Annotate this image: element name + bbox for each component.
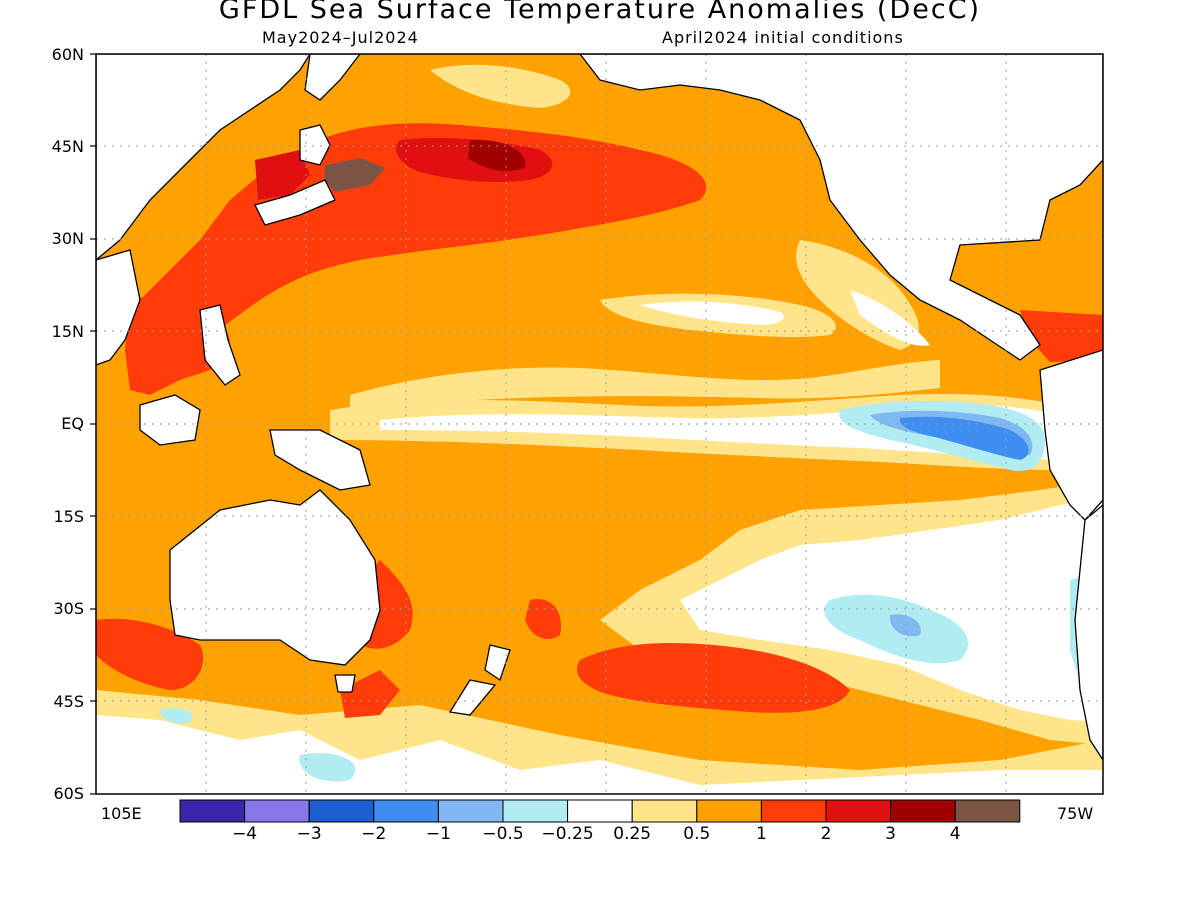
colorbar-tick-label: 0.25 xyxy=(613,824,652,844)
colorbar-tick-label: 3 xyxy=(885,824,897,844)
anomaly-japan-max xyxy=(325,158,385,192)
colorbar-swatch xyxy=(696,799,762,823)
lat-label-15n: 15N xyxy=(51,322,84,341)
colorbar-tick-label: −0.25 xyxy=(541,824,594,844)
colorbar-tick-label: 4 xyxy=(949,824,961,844)
anomaly-south-indian-warm xyxy=(96,618,204,690)
land-nz-north xyxy=(484,644,511,682)
land-kamchatka xyxy=(304,54,361,101)
map-grid xyxy=(96,54,1103,794)
anomaly-equator-cool-core xyxy=(899,416,1029,460)
anomaly-caribbean xyxy=(1020,310,1103,362)
colorbar-swatch xyxy=(890,799,956,823)
anomaly-bering-weak xyxy=(430,64,571,108)
initial-conditions: April2024 initial conditions xyxy=(662,28,904,47)
colorbar-swatch xyxy=(179,799,246,823)
colorbar-swatch xyxy=(631,799,698,823)
land-south-america-north xyxy=(1039,349,1103,521)
lat-label-45s: 45S xyxy=(53,692,84,711)
land-new-guinea xyxy=(269,429,371,491)
colorbar-swatch xyxy=(373,799,439,823)
anomaly-field xyxy=(96,54,1103,794)
colorbar-tick-label: 1 xyxy=(755,824,767,844)
colorbar-swatch xyxy=(954,799,1021,823)
forecast-period: May2024–Jul2024 xyxy=(262,28,419,47)
land-australia xyxy=(169,489,381,666)
map-title: GFDL Sea Surface Temperature Anomalies (… xyxy=(218,0,982,25)
lat-label-30s: 30S xyxy=(53,599,84,618)
lat-label-eq: EQ xyxy=(61,414,84,433)
anomaly-japan-sea xyxy=(255,150,310,200)
anomaly-hawaii-neutral xyxy=(640,301,784,325)
colorbar-swatch xyxy=(760,799,827,823)
axis-ticks xyxy=(90,53,96,795)
land-south-america-west xyxy=(1074,504,1103,762)
colorbar-tick-label: 2 xyxy=(820,824,832,844)
land-tasmania xyxy=(334,674,356,693)
colorbar-swatch xyxy=(244,799,310,823)
anomaly-ne-neutral xyxy=(850,290,930,346)
lat-label-45n: 45N xyxy=(51,137,84,156)
anomaly-south-australia-warm xyxy=(340,670,400,718)
lon-label-east: 75W xyxy=(1057,804,1094,823)
land-honshu xyxy=(254,179,336,226)
lat-label-60n: 60N xyxy=(51,45,84,64)
anomaly-se-pacific-cool-core xyxy=(889,614,921,637)
anomaly-south-pacific-warm xyxy=(525,599,561,640)
anomaly-gulf xyxy=(960,240,1103,300)
land-hokkaido xyxy=(299,124,331,166)
colorbar xyxy=(179,799,1021,823)
land-indochina xyxy=(96,249,141,366)
colorbar-tick-label: −4 xyxy=(232,824,258,844)
lon-label-west: 105E xyxy=(101,804,142,823)
anomaly-kuroshio-extreme xyxy=(468,139,526,171)
lat-label-30n: 30N xyxy=(51,229,84,248)
colorbar-tick-label: −0.5 xyxy=(482,824,524,844)
land-asia xyxy=(96,54,311,261)
land-borneo xyxy=(139,394,201,446)
lat-label-15s: 15S xyxy=(53,507,84,526)
land-masses xyxy=(96,54,1103,762)
land-philippines xyxy=(199,304,241,386)
land-north-america xyxy=(579,54,1103,361)
colorbar-swatch xyxy=(567,799,633,823)
anomaly-n-equatorial-weak xyxy=(350,360,940,410)
anomaly-south-cool-patch xyxy=(160,708,193,724)
colorbar-tick-label: 0.5 xyxy=(683,824,711,844)
colorbar-tick-label: −1 xyxy=(425,824,451,844)
colorbar-tick-label: −2 xyxy=(361,824,387,844)
lat-label-60s: 60S xyxy=(53,784,84,803)
colorbar-swatch xyxy=(437,799,504,823)
anomaly-south-cool-patch-2 xyxy=(299,752,356,782)
anomaly-south-central-warm xyxy=(576,643,850,713)
colorbar-tick-label: −3 xyxy=(296,824,322,844)
colorbar-swatch xyxy=(502,799,569,823)
colorbar-swatch xyxy=(825,799,892,823)
colorbar-swatch xyxy=(308,799,375,823)
